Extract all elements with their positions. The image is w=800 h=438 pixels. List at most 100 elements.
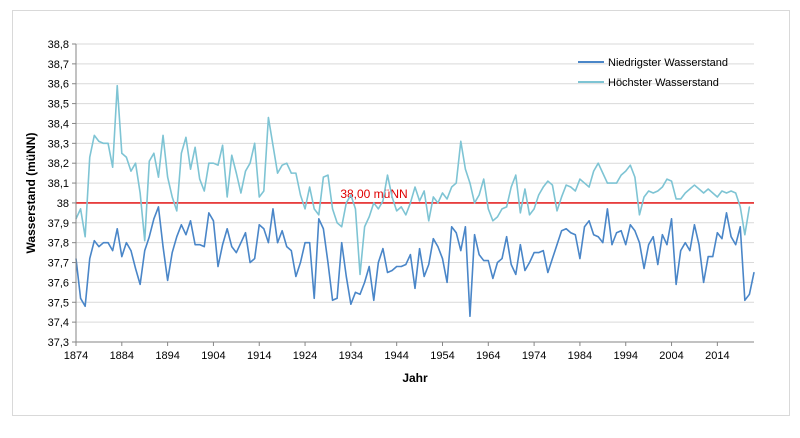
data-point [364,281,366,283]
data-point [286,162,288,164]
data-point [597,162,599,164]
data-point [171,252,173,254]
data-point [162,134,164,136]
data-point [680,198,682,200]
data-point [107,242,109,244]
data-point [189,168,192,170]
data-point [615,232,618,234]
data-point [496,261,499,264]
data-point [524,269,526,272]
data-point [423,275,425,278]
data-point [121,152,123,154]
y-tick-label: 37,9 [48,218,69,230]
data-point [446,281,448,283]
data-point [428,220,430,222]
data-point [313,297,315,299]
data-point [620,230,622,232]
data-point [716,232,718,234]
data-point [583,226,586,228]
data-point [112,250,114,252]
y-tick-label: 38,4 [48,118,69,130]
data-point [675,283,677,285]
data-point [455,232,457,234]
data-point [364,226,366,228]
data-point [648,244,650,246]
data-point [469,182,471,184]
data-point [336,297,338,299]
data-point [661,234,663,236]
x-tick-label: 1964 [476,350,500,362]
x-tick-label: 1934 [339,350,363,362]
axis-layer: 37,337,437,537,637,737,837,93838,138,238… [24,39,754,385]
y-tick-label: 38 [57,198,69,210]
data-point [309,242,311,244]
data-point [382,200,384,202]
data-point [93,134,95,136]
data-point [510,186,512,188]
data-point [570,186,572,188]
data-point [652,236,654,238]
data-point [437,202,439,204]
data-point [418,200,421,202]
data-point [473,202,476,204]
y-tick-label: 38,2 [48,158,69,170]
data-point [267,116,270,119]
data-point [386,271,389,274]
data-point [254,257,256,260]
data-point [611,182,613,184]
data-point [739,226,741,228]
data-point [153,152,155,154]
series-layer [75,84,755,317]
y-tick-label: 37,4 [48,317,69,329]
data-point [593,170,595,172]
data-point [538,194,540,196]
data-point [199,244,201,246]
data-point [157,176,160,178]
data-point [226,228,228,230]
data-point [483,178,485,180]
data-point [698,244,700,246]
data-point [226,196,228,198]
data-point [203,246,205,248]
data-point [345,202,347,204]
x-tick-label: 1914 [247,350,271,362]
x-tick-label: 1884 [110,350,134,362]
x-tick-label: 1954 [430,350,454,362]
legend: Niedrigster Wasserstand Höchster Wasserst… [578,57,728,89]
data-point [148,236,150,238]
data-point [84,236,86,238]
data-point [643,267,645,270]
data-point [602,242,604,244]
data-point [478,194,480,196]
data-point [89,257,91,260]
data-point [354,291,357,293]
data-point [707,188,709,190]
data-point [167,279,169,282]
y-tick-label: 38,8 [48,39,69,51]
data-point [735,192,737,194]
data-point [212,162,215,164]
data-point [276,242,279,244]
data-point [460,140,462,142]
data-point [556,244,558,246]
data-point [125,242,127,244]
data-point [130,170,132,172]
data-point [176,236,178,238]
data-point [725,212,728,214]
data-point [134,267,137,270]
data-point [487,208,489,210]
data-point [547,271,549,274]
data-point [583,182,586,184]
data-point [212,220,215,222]
data-point [588,220,590,222]
data-point [281,230,283,232]
data-point [79,297,82,299]
data-point [570,232,572,234]
data-point [217,265,219,268]
data-point [501,208,503,210]
data-point [684,192,686,194]
x-tick-label: 2014 [705,350,729,362]
data-point [84,305,86,307]
data-point [272,208,274,210]
y-tick-label: 38,3 [48,138,69,150]
